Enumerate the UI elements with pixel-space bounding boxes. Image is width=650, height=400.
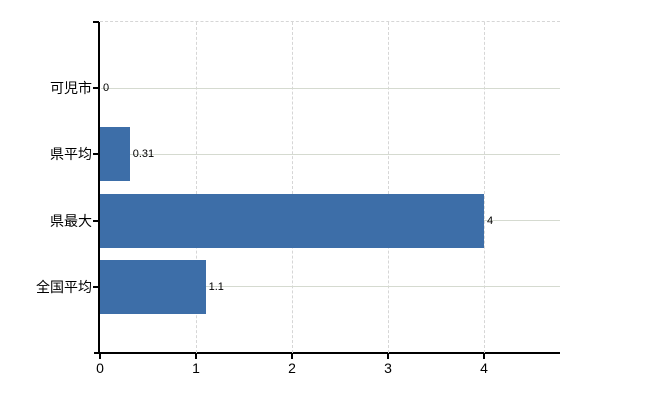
x-axis-tick-label: 0 — [96, 360, 104, 376]
bar-value-label: 0 — [103, 82, 110, 95]
vertical-gridline — [292, 22, 293, 353]
category-tick — [93, 285, 99, 288]
x-axis-tick — [483, 354, 485, 359]
x-axis-tick — [387, 354, 389, 359]
horizontal-gridline — [101, 87, 560, 89]
bar — [100, 259, 206, 314]
bar — [100, 127, 130, 182]
vertical-gridline — [484, 22, 485, 353]
vertical-gridline — [388, 22, 389, 353]
x-axis-tick — [99, 354, 101, 359]
bar — [100, 193, 484, 248]
bar-value-label: 1.1 — [208, 280, 224, 293]
vertical-gridline — [196, 22, 197, 353]
x-axis-tick — [195, 354, 197, 359]
horizontal-gridline — [101, 153, 560, 155]
category-label: 可児市 — [50, 80, 92, 97]
x-axis-tick-label: 4 — [480, 360, 488, 376]
x-axis-tick-label: 2 — [288, 360, 296, 376]
x-axis-tick-label: 3 — [384, 360, 392, 376]
plot-top-border — [100, 21, 560, 22]
y-axis-top-tick — [93, 21, 99, 23]
x-axis-tick — [291, 354, 293, 359]
bar-value-label: 0.31 — [132, 148, 155, 161]
category-tick — [93, 219, 99, 222]
x-axis-tick-label: 1 — [192, 360, 200, 376]
bar-value-label: 4 — [487, 214, 494, 227]
horizontal-gridline — [101, 286, 560, 288]
category-tick — [93, 153, 99, 156]
category-tick — [93, 87, 99, 90]
category-label: 県最大 — [50, 212, 92, 229]
category-label: 全国平均 — [36, 278, 92, 295]
category-label: 県平均 — [50, 146, 92, 163]
x-axis-line — [94, 352, 560, 354]
y-axis-line — [98, 22, 100, 354]
